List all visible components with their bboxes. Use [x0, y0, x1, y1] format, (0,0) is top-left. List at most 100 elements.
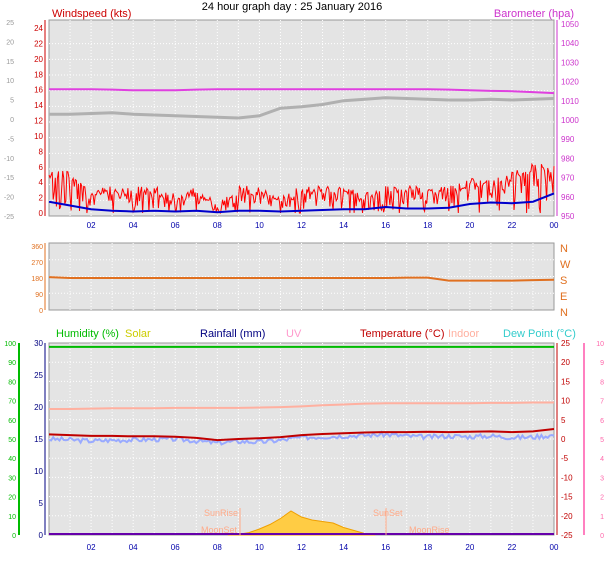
temp-x-tick: 00 [550, 543, 559, 552]
wind-outer-tick: 25 [6, 20, 14, 27]
wind-left-tick: 8 [39, 147, 44, 156]
rainfall-tick: 25 [34, 371, 43, 380]
direction-left-tick: 0 [39, 308, 43, 315]
wind-x-tick: 22 [507, 221, 516, 230]
barometer-label: Barometer (hpa) [494, 8, 574, 20]
temp-x-tick: 14 [339, 543, 348, 552]
baro-tick: 1040 [561, 39, 579, 48]
wind-outer-tick: 0 [10, 117, 14, 124]
legend-item: Solar [125, 328, 151, 340]
rainfall-tick: 5 [39, 499, 44, 508]
barometer-ticks: 1050 1040 1030 1020 1010 1000 990 980 970 960 950 [561, 20, 579, 221]
uv-tick: 10 [596, 341, 604, 348]
baro-tick: 1010 [561, 97, 579, 106]
legend-item: Humidity (%) [56, 328, 119, 340]
uv-tick: 3 [600, 475, 604, 482]
wind-x-tick: 08 [213, 221, 222, 230]
baro-tick: 1050 [561, 20, 579, 29]
temperature-tick: 0 [561, 435, 566, 444]
avg-wind-series [48, 192, 555, 214]
temp-x-tick: 18 [423, 543, 432, 552]
wind-x-tick: 02 [87, 221, 96, 230]
wind-x-tick: 14 [339, 221, 348, 230]
direction-right-tick: S [560, 275, 567, 287]
direction-left-tick: 180 [31, 276, 43, 283]
wind-x-tick: 04 [129, 221, 138, 230]
wind-left-tick: 18 [34, 70, 43, 79]
legend-item: Dew Point (°C) [503, 328, 576, 340]
temperature-tick: -15 [561, 493, 573, 502]
wind-left-tick: 6 [39, 163, 44, 172]
direction-grid [49, 243, 554, 310]
legend-item: Rainfall (mm) [200, 328, 265, 340]
wind-series [48, 88, 555, 214]
humidity-tick: 0 [12, 533, 16, 540]
wind-left-tick: 16 [34, 86, 43, 95]
annotation-label: MoonSet [201, 525, 238, 535]
humidity-tick: 70 [8, 399, 16, 406]
rainfall-tick: 20 [34, 403, 43, 412]
temperature-ticks: 25 20 15 10 5 0 -5 -10 -15 -20 -25 [561, 339, 573, 540]
temp-x-tick: 02 [87, 543, 96, 552]
baro-tick: 960 [561, 193, 575, 202]
direction-right-tick: E [560, 291, 567, 303]
uv-tick: 5 [600, 437, 604, 444]
wind-outer-tick: 15 [6, 59, 14, 66]
wind-left-tick: 0 [39, 209, 44, 218]
wind-left-tick: 4 [39, 178, 44, 187]
temp-x-tick: 12 [297, 543, 306, 552]
humidity-tick: 60 [8, 418, 16, 425]
humidity-tick: 50 [8, 437, 16, 444]
uv-tick: 0 [600, 533, 604, 540]
baro-tick: 1020 [561, 78, 579, 87]
baro-tick: 1030 [561, 58, 579, 67]
temp-x-tick: 22 [507, 543, 516, 552]
baro-tick: 950 [561, 212, 575, 221]
wind-grid [49, 20, 554, 216]
humidity-tick: 20 [8, 495, 16, 502]
uv-tick: 7 [600, 399, 604, 406]
temp-x-ticks: 02 04 06 08 10 12 14 16 18 20 22 00 [87, 543, 559, 552]
legend-item: Indoor [448, 328, 480, 340]
wind-outer-tick: 10 [6, 78, 14, 85]
wind-outer-tick: 20 [6, 39, 14, 46]
wind-x-ticks: 02 04 06 08 10 12 14 16 18 20 22 00 [87, 221, 559, 230]
barometer-series [49, 88, 555, 95]
wind-left-tick: 12 [34, 117, 43, 126]
wind-outer-tick: -5 [8, 136, 14, 143]
uv-tick: 4 [600, 456, 604, 463]
wind-outer-tick: -20 [4, 195, 14, 202]
direction-left-ticks: 360 270 180 90 0 [31, 244, 43, 315]
solar-area [227, 510, 376, 536]
temp-x-tick: 16 [381, 543, 390, 552]
uv-tick: 1 [600, 514, 604, 521]
temperature-tick: -10 [561, 473, 573, 482]
wind-left-tick: 2 [39, 194, 44, 203]
wind-left-tick: 20 [34, 55, 43, 64]
sun-moon-annotations: SunRise SunSet MoonSet MoonRise [201, 508, 450, 535]
humidity-tick: 100 [4, 341, 16, 348]
annotation-label: SunRise [204, 508, 238, 518]
temperature-tick: -25 [561, 531, 573, 540]
direction-series [48, 276, 555, 282]
baro-tick: 990 [561, 135, 575, 144]
wind-x-tick: 10 [255, 221, 264, 230]
rainfall-tick: 30 [34, 339, 43, 348]
wind-x-tick: 00 [550, 221, 559, 230]
temp-x-tick: 06 [171, 543, 180, 552]
wind-outer-tick: -10 [4, 156, 14, 163]
temperature-tick: -5 [561, 454, 569, 463]
direction-series [48, 276, 555, 282]
wind-outer-ticks: 25 20 15 10 5 0 -5 -10 -15 -20 -25 [4, 20, 14, 221]
wind-left-tick: 10 [34, 132, 43, 141]
rainfall-tick: 10 [34, 467, 43, 476]
annotation-label: SunSet [373, 508, 403, 518]
direction-left-tick: 270 [31, 260, 43, 267]
humidity-tick: 40 [8, 456, 16, 463]
humidity-tick: 80 [8, 379, 16, 386]
baro-tick: 1000 [561, 116, 579, 125]
temp-x-tick: 04 [129, 543, 138, 552]
